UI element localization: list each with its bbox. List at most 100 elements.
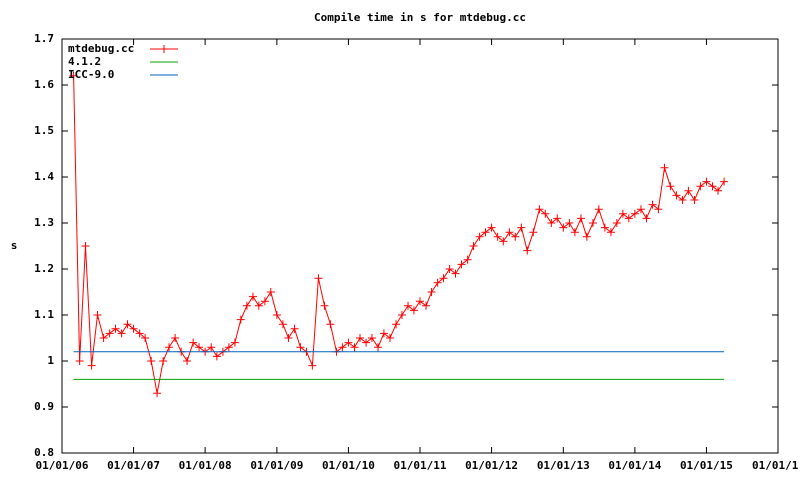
point-marker <box>254 301 263 310</box>
point-marker <box>117 329 126 338</box>
point-marker <box>320 301 329 310</box>
point-marker <box>672 191 681 200</box>
point-marker <box>392 320 401 329</box>
plot-frame <box>61 38 779 454</box>
y-tick-label: 1.5 <box>34 124 54 137</box>
point-marker <box>469 242 478 250</box>
point-marker <box>69 71 78 80</box>
point-marker <box>236 315 245 324</box>
point-marker <box>379 329 388 338</box>
x-tick-label: 01/01/11 <box>394 459 447 472</box>
point-marker <box>600 223 609 232</box>
y-tick-label: 1.4 <box>34 170 54 183</box>
point-marker <box>404 301 413 310</box>
point-marker <box>714 186 723 195</box>
point-marker <box>141 334 150 342</box>
legend-label: mtdebug.cc <box>68 42 134 55</box>
point-marker <box>445 265 454 273</box>
point-marker <box>433 278 442 287</box>
point-marker <box>463 255 472 264</box>
point-marker <box>212 352 221 361</box>
point-marker <box>529 228 538 237</box>
point-marker <box>230 338 239 347</box>
point-marker <box>147 357 156 365</box>
x-tick-label: 01/01/07 <box>107 459 160 472</box>
point-marker <box>81 242 90 250</box>
point-marker <box>630 209 639 218</box>
point-marker <box>475 232 484 241</box>
point-marker <box>451 269 460 278</box>
point-marker <box>559 223 568 232</box>
point-marker <box>660 163 669 172</box>
point-marker <box>624 214 633 223</box>
x-tick-label: 01/01/13 <box>537 459 590 472</box>
point-marker <box>702 177 711 186</box>
point-marker <box>535 205 544 214</box>
point-marker <box>290 324 299 333</box>
point-marker <box>135 329 144 338</box>
y-tick-label: 0.9 <box>34 400 54 413</box>
point-marker <box>87 361 96 370</box>
point-marker <box>523 246 532 255</box>
point-marker <box>547 219 556 227</box>
point-marker <box>111 324 120 333</box>
x-tick-label: 01/01/09 <box>250 459 303 472</box>
point-marker <box>594 205 603 214</box>
point-marker <box>242 301 251 310</box>
x-tick-label: 01/01/10 <box>322 459 375 472</box>
point-marker <box>397 311 406 319</box>
point-marker <box>481 228 490 237</box>
point-marker <box>386 334 395 342</box>
point-marker <box>416 297 424 306</box>
point-marker <box>308 361 317 370</box>
point-marker <box>189 338 198 347</box>
point-marker <box>654 205 663 214</box>
point-marker <box>493 232 502 241</box>
y-tick-label: 1.6 <box>34 78 54 91</box>
y-tick-label: 1.3 <box>34 216 54 229</box>
point-marker <box>93 311 102 319</box>
point-marker <box>606 228 615 237</box>
point-marker <box>224 343 233 352</box>
point-marker <box>570 228 579 237</box>
y-tick-label: 1.2 <box>34 262 54 275</box>
y-axis-label: s <box>11 239 18 252</box>
point-marker <box>272 311 281 319</box>
legend-marker <box>160 45 168 53</box>
point-marker <box>565 219 574 227</box>
point-marker <box>487 223 496 232</box>
point-marker <box>374 343 383 352</box>
point-marker <box>636 205 645 214</box>
point-marker <box>356 334 365 342</box>
point-marker <box>278 320 287 329</box>
point-marker <box>612 219 621 227</box>
point-marker <box>678 196 687 204</box>
series-line <box>73 75 725 394</box>
y-tick-label: 1 <box>47 354 54 367</box>
point-marker <box>350 343 359 352</box>
y-tick-label: 0.8 <box>34 446 54 459</box>
x-tick-label: 01/01/06 <box>36 459 89 472</box>
point-marker <box>511 232 520 241</box>
point-marker <box>696 182 705 191</box>
point-marker <box>576 214 585 223</box>
point-marker <box>618 209 627 218</box>
point-marker <box>541 209 550 218</box>
point-marker <box>409 306 418 315</box>
y-tick-label: 1.1 <box>34 308 54 321</box>
legend-label: ICC-9.0 <box>68 68 114 81</box>
point-marker <box>99 334 108 342</box>
chart-title: Compile time in s for mtdebug.cc <box>314 11 526 24</box>
point-marker <box>207 343 216 352</box>
x-tick-label: 01/01/15 <box>680 459 733 472</box>
point-marker <box>248 292 257 301</box>
point-marker <box>326 320 335 329</box>
y-tick-label: 1.7 <box>34 32 54 45</box>
point-marker <box>517 223 526 232</box>
point-marker <box>296 343 305 352</box>
point-marker <box>499 237 508 246</box>
x-tick-label: 01/01/14 <box>608 459 661 472</box>
point-marker <box>720 177 729 186</box>
